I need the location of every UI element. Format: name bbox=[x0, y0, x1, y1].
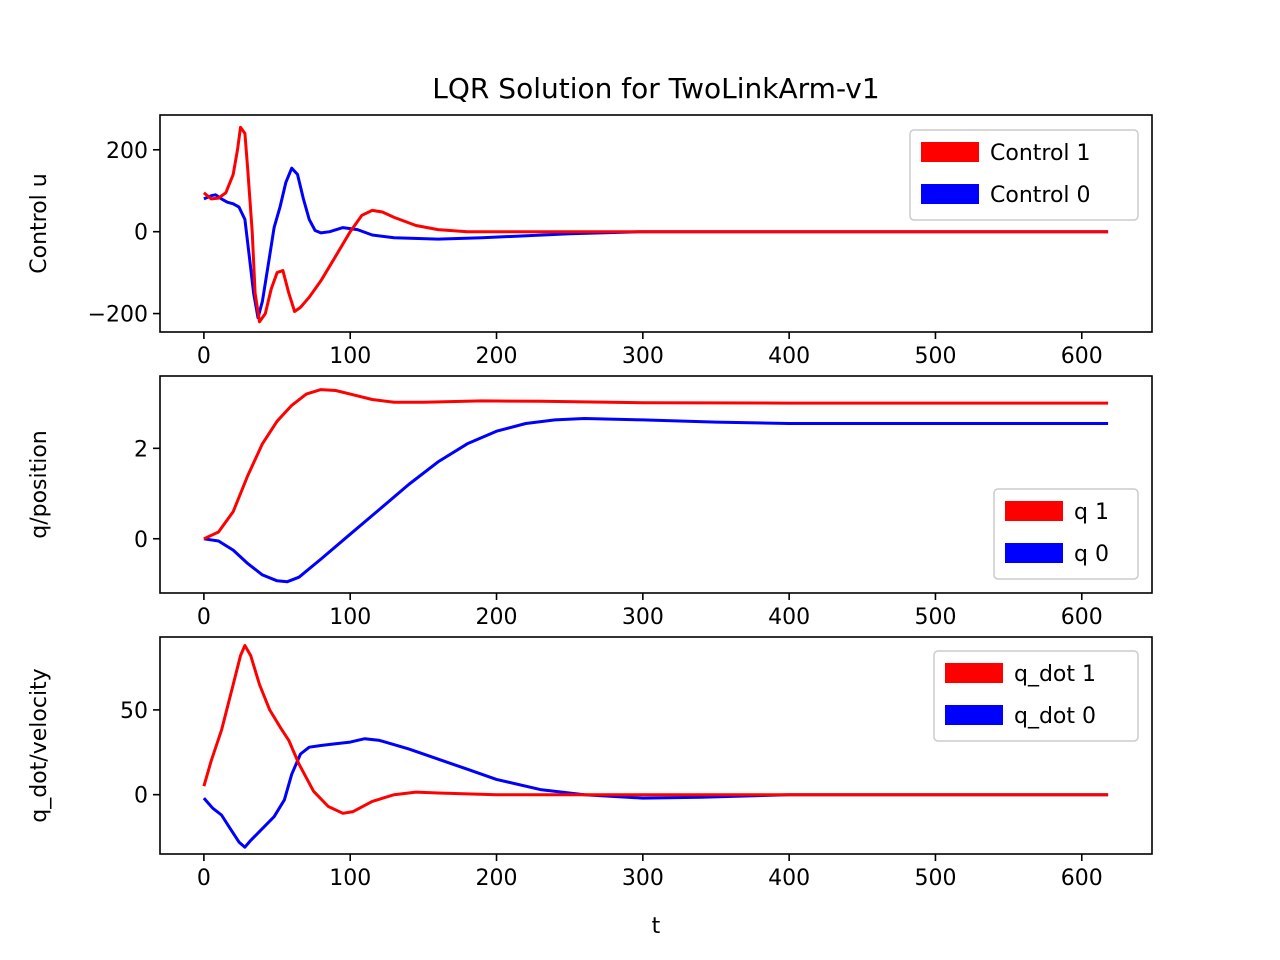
x-axis-label: t bbox=[652, 914, 661, 939]
x-tick-label-1-5: 500 bbox=[914, 605, 956, 630]
x-tick-label-1-1: 100 bbox=[329, 605, 371, 630]
series-line-0-1 bbox=[203, 166, 1109, 320]
axes-frame-1 bbox=[159, 375, 1153, 594]
legend-label-0-1: Control 0 bbox=[990, 183, 1091, 208]
axes-frame-0 bbox=[159, 114, 1153, 333]
legend-swatch-0-1 bbox=[921, 184, 979, 204]
x-tick-label-0-1: 100 bbox=[329, 344, 371, 369]
subplot-0: 0 100 200 300 400 500 600 −200 0 200 Control u Cont… bbox=[27, 114, 1153, 369]
series-line-1-1 bbox=[203, 417, 1109, 584]
x-tick-label-0-3: 300 bbox=[622, 344, 664, 369]
x-tick-label-2-5: 500 bbox=[914, 866, 956, 891]
y-tick-label-0-0: −200 bbox=[88, 303, 148, 328]
y-axis-label-0: Control u bbox=[27, 173, 52, 273]
x-tick-label-0-0: 0 bbox=[197, 344, 211, 369]
legend-label-2-0: q_dot 1 bbox=[1014, 662, 1096, 687]
series-line-1-0 bbox=[203, 388, 1109, 541]
legend-label-1-0: q 1 bbox=[1074, 500, 1109, 525]
series-line-0-0 bbox=[202, 125, 1109, 324]
x-tick-label-1-2: 200 bbox=[476, 605, 518, 630]
x-tick-label-0-6: 600 bbox=[1061, 344, 1103, 369]
y-axis-label-1: q/position bbox=[27, 430, 52, 539]
x-tick-label-1-4: 400 bbox=[768, 605, 810, 630]
y-tick-label-2-0: 0 bbox=[134, 784, 148, 809]
legend-swatch-1-0 bbox=[1005, 501, 1063, 521]
legend-swatch-1-1 bbox=[1005, 543, 1063, 563]
x-tick-label-2-2: 200 bbox=[476, 866, 518, 891]
legend-swatch-0-0 bbox=[921, 142, 979, 162]
legend-swatch-2-1 bbox=[945, 705, 1003, 725]
legend-0: Control 1 Control 0 bbox=[909, 129, 1139, 221]
y-tick-label-0-1: 0 bbox=[134, 221, 148, 246]
y-tick-label-1-0: 0 bbox=[134, 528, 148, 553]
legend-2: q_dot 1 q_dot 0 bbox=[933, 650, 1139, 742]
x-tick-label-1-6: 600 bbox=[1061, 605, 1103, 630]
x-tick-label-0-4: 400 bbox=[768, 344, 810, 369]
x-tick-label-0-2: 200 bbox=[476, 344, 518, 369]
x-tick-label-1-0: 0 bbox=[197, 605, 211, 630]
y-tick-label-2-1: 50 bbox=[120, 699, 148, 724]
x-tick-label-2-1: 100 bbox=[329, 866, 371, 891]
x-tick-label-2-0: 0 bbox=[197, 866, 211, 891]
x-tick-label-2-3: 300 bbox=[622, 866, 664, 891]
subplot-2: 0 100 200 300 400 500 600 0 50 q_dot/velocity q_do… bbox=[27, 636, 1153, 891]
figure-title: LQR Solution for TwoLinkArm-v1 bbox=[432, 72, 879, 105]
series-line-2-0 bbox=[202, 644, 1109, 815]
x-tick-label-1-3: 300 bbox=[622, 605, 664, 630]
y-axis-label-2: q_dot/velocity bbox=[27, 668, 52, 822]
x-tick-label-2-6: 600 bbox=[1061, 866, 1103, 891]
subplot-1: 0 100 200 300 400 500 600 0 2 q/position q 1 q 0 bbox=[27, 375, 1153, 630]
legend-label-1-1: q 0 bbox=[1074, 542, 1109, 567]
legend-1: q 1 q 0 bbox=[993, 488, 1139, 580]
legend-swatch-2-0 bbox=[945, 663, 1003, 683]
axes-frame-2 bbox=[159, 636, 1153, 855]
y-tick-label-1-1: 2 bbox=[134, 437, 148, 462]
y-tick-label-0-2: 200 bbox=[106, 139, 148, 164]
series-line-2-1 bbox=[202, 737, 1109, 849]
legend-label-2-1: q_dot 0 bbox=[1014, 704, 1096, 729]
x-tick-label-2-4: 400 bbox=[768, 866, 810, 891]
x-tick-label-0-5: 500 bbox=[914, 344, 956, 369]
legend-label-0-0: Control 1 bbox=[990, 141, 1091, 166]
